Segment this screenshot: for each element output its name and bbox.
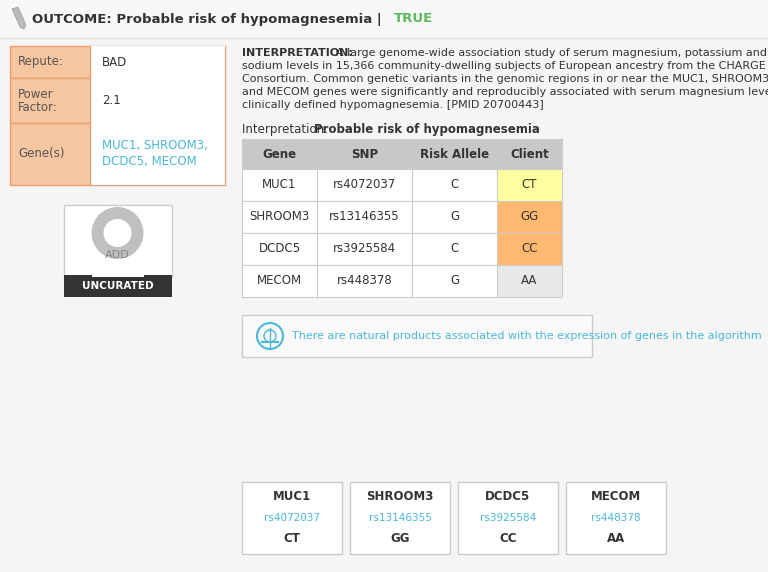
Text: Risk Allele: Risk Allele [420,148,489,161]
Text: Factor:: Factor: [18,101,58,114]
Bar [242,233,317,265]
Bar [317,139,412,169]
Bar [242,139,317,169]
Text: rs4072037: rs4072037 [333,178,396,192]
Bar [91,265,144,277]
Bar [64,275,171,297]
Bar [412,233,497,265]
Circle shape [104,219,131,247]
Text: A large genome-wide association study of serum magnesium, potassium and: A large genome-wide association study of… [336,48,767,58]
Bar [90,46,225,78]
Text: 2.1: 2.1 [102,94,121,107]
Bar [412,139,497,169]
Bar [242,315,592,357]
Text: MECOM: MECOM [591,491,641,503]
Text: G: G [450,275,459,288]
Text: rs13146355: rs13146355 [329,210,400,224]
Bar [10,123,225,185]
Text: clinically defined hypomagnesemia. [PMID 20700443]: clinically defined hypomagnesemia. [PMID… [242,100,544,110]
Text: AA: AA [607,533,625,546]
Bar [317,265,412,297]
Circle shape [91,207,144,259]
Text: GG: GG [521,210,538,224]
Bar [497,265,562,297]
Text: MUC1: MUC1 [273,491,311,503]
Text: Interpretation:: Interpretation: [242,123,332,136]
Text: MUC1, SHROOM3,: MUC1, SHROOM3, [102,140,208,153]
Text: Probable risk of hypomagnesemia: Probable risk of hypomagnesemia [314,123,540,136]
Text: rs448378: rs448378 [591,513,641,523]
Bar [242,201,317,233]
Bar [90,123,225,185]
Text: rs13146355: rs13146355 [369,513,432,523]
Text: TRUE: TRUE [394,13,433,26]
Bar [242,482,342,554]
Text: sodium levels in 15,366 community-dwelling subjects of European ancestry from th: sodium levels in 15,366 community-dwelli… [242,61,766,71]
Bar [317,233,412,265]
Bar [412,265,497,297]
Bar [0,0,768,38]
Text: DCDC5: DCDC5 [259,243,300,256]
Text: rs4072037: rs4072037 [264,513,320,523]
Text: OUTCOME: Probable risk of hypomagnesemia |: OUTCOME: Probable risk of hypomagnesemia… [32,13,386,26]
Bar [10,78,225,123]
Text: rs3925584: rs3925584 [333,243,396,256]
Text: SNP: SNP [351,148,378,161]
Text: G: G [450,210,459,224]
Text: Gene(s): Gene(s) [18,148,65,161]
Text: CT: CT [521,178,538,192]
Bar [350,482,450,554]
Bar [242,265,317,297]
Text: AA: AA [521,275,538,288]
Text: SHROOM3: SHROOM3 [250,210,310,224]
Text: rs448378: rs448378 [336,275,392,288]
Text: ADD: ADD [105,250,130,260]
Bar [497,169,562,201]
Text: DCDC5: DCDC5 [485,491,531,503]
Text: DCDC5, MECOM: DCDC5, MECOM [102,156,197,169]
Text: MUC1: MUC1 [263,178,296,192]
Bar [412,201,497,233]
Text: Repute:: Repute: [18,55,64,69]
Text: Client: Client [510,148,549,161]
Text: Gene: Gene [263,148,296,161]
Bar [497,233,562,265]
Polygon shape [12,7,26,29]
Bar [458,482,558,554]
Text: CT: CT [283,533,300,546]
Text: C: C [450,178,458,192]
Bar [242,169,317,201]
Text: MECOM: MECOM [257,275,302,288]
Text: BAD: BAD [102,55,127,69]
Text: C: C [450,243,458,256]
Bar [566,482,666,554]
Text: CC: CC [521,243,538,256]
Text: Power: Power [18,88,54,101]
Text: Consortium. Common genetic variants in the genomic regions in or near the MUC1, : Consortium. Common genetic variants in t… [242,74,768,84]
Text: UNCURATED: UNCURATED [81,281,154,291]
Bar [412,169,497,201]
Bar [90,78,225,123]
Bar [497,139,562,169]
Text: GG: GG [390,533,410,546]
Bar [497,201,562,233]
Bar [10,46,225,78]
Bar [317,201,412,233]
Text: and MECOM genes were significantly and reproducibly associated with serum magnes: and MECOM genes were significantly and r… [242,87,768,97]
Bar [317,169,412,201]
Text: CC: CC [499,533,517,546]
Text: SHROOM3: SHROOM3 [366,491,434,503]
Text: rs3925584: rs3925584 [480,513,536,523]
Text: INTERPRETATION:: INTERPRETATION: [242,48,357,58]
Bar [64,205,171,277]
Text: There are natural products associated with the expression of genes in the algori: There are natural products associated wi… [292,331,762,341]
